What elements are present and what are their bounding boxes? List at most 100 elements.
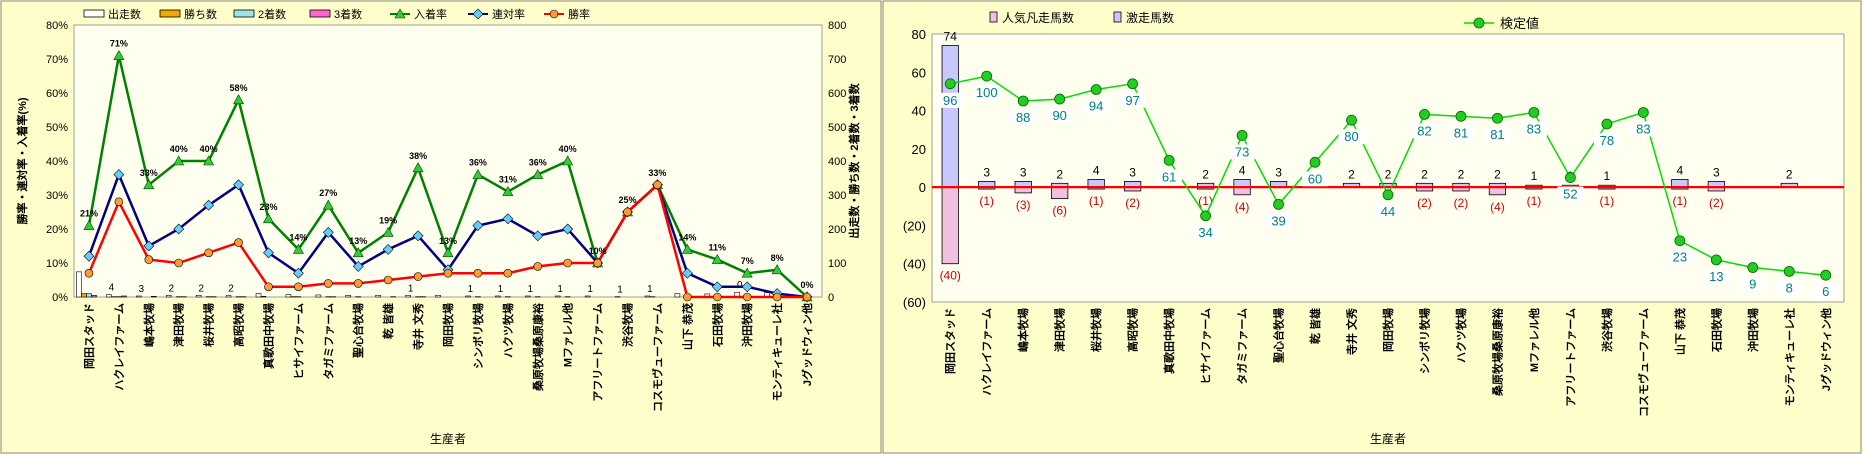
- down-count-label: (2): [1417, 196, 1432, 210]
- point-検定値: [1637, 107, 1649, 118]
- point-検定値: [1090, 84, 1102, 95]
- value-label: 61: [1162, 169, 1176, 184]
- value-label: 9: [1749, 277, 1756, 292]
- category-label: 渋谷牧場: [621, 303, 635, 347]
- point-連対率: [352, 260, 364, 272]
- point-連対率: [292, 267, 304, 279]
- point-勝率: [144, 255, 154, 264]
- up-count-label: 2: [1056, 167, 1063, 181]
- category-label: モンティキューレ社: [770, 303, 784, 401]
- point-連対率: [562, 223, 574, 235]
- rate-label: 7%: [741, 256, 754, 266]
- point-検定値: [1346, 114, 1357, 126]
- value-label-bg: [1520, 121, 1547, 137]
- point-入着率: [382, 226, 394, 237]
- category-label: 岡田牧場: [441, 303, 455, 347]
- category-label: コスモヴューファーム: [1636, 308, 1650, 417]
- category-label: Mファレル他: [561, 303, 575, 367]
- value-label-bg: [1156, 169, 1183, 185]
- value-label: 96: [943, 93, 957, 108]
- point-勝率: [204, 248, 213, 258]
- category-label: 乾 皆雄: [1308, 308, 1322, 344]
- value-label: 39: [1271, 213, 1285, 228]
- point-入着率: [352, 247, 364, 258]
- point-連対率: [233, 179, 244, 191]
- bar-出走数: [405, 294, 411, 298]
- y-left-tick: 0%: [52, 292, 68, 304]
- legend-label: 入着率: [414, 7, 447, 21]
- y-right-tick: 100: [828, 258, 846, 270]
- point-検定値: [1127, 78, 1139, 90]
- x-axis-label: 生産者: [1370, 431, 1406, 446]
- category-label: 乾 皆雄: [381, 303, 395, 339]
- value-label-bg: [937, 92, 964, 108]
- point-連対率: [532, 230, 544, 242]
- chart-border: [882, 0, 1862, 454]
- value-label-bg: [1666, 249, 1693, 265]
- down-count-label: (3): [1016, 198, 1031, 212]
- value-label-bg: [1338, 129, 1365, 145]
- category-label: 高昭牧場: [232, 303, 246, 347]
- y-right-tick: 600: [828, 88, 846, 100]
- value-label-bg: [1265, 213, 1292, 229]
- up-count-label: 1: [1604, 169, 1611, 183]
- bar-出走数: [345, 294, 352, 298]
- rate-label: 14%: [289, 232, 307, 242]
- point-入着率: [472, 168, 484, 179]
- rate-label: 38%: [409, 151, 427, 161]
- count-label: 1: [617, 285, 623, 296]
- up-count-label: 1: [1531, 169, 1538, 183]
- count-label: 1: [557, 284, 563, 295]
- rate-label: 40%: [559, 144, 577, 154]
- chart-border: [0, 0, 882, 454]
- down-count-label: (6): [1052, 204, 1067, 218]
- point-勝率: [742, 292, 752, 302]
- value-label-bg: [1484, 127, 1511, 143]
- bar-出走数: [435, 294, 441, 298]
- legend-label: 検定値: [1500, 16, 1539, 31]
- category-label: タガミファーム: [321, 303, 335, 380]
- count-label: 1: [647, 284, 653, 295]
- count-label: 1: [498, 284, 504, 295]
- category-label: 山下 恭茂: [1673, 308, 1687, 355]
- point-入着率: [741, 267, 753, 278]
- point-勝率: [234, 238, 243, 247]
- point-連対率: [322, 226, 334, 238]
- bar-3着数: [91, 294, 97, 298]
- value-label-bg: [1083, 98, 1110, 114]
- point-連対率: [711, 281, 723, 293]
- value-label: 44: [1381, 204, 1395, 219]
- down-count-label: (2): [1454, 196, 1469, 210]
- bar-出走数: [165, 294, 172, 298]
- category-label: モンティキューレ社: [1782, 308, 1796, 406]
- bar-人気凡走馬数: [1488, 186, 1507, 196]
- category-label: ヒサイファーム: [292, 303, 305, 380]
- up-count-label: 3: [1129, 165, 1136, 179]
- legend-swatch: [309, 9, 331, 18]
- category-label: 岡田スタッド: [944, 308, 957, 374]
- category-label: Jグッドウィン他: [800, 303, 814, 386]
- category-label: 渋谷牧場: [1600, 308, 1614, 352]
- point-勝率: [294, 282, 303, 292]
- bar-3着数: [121, 295, 127, 298]
- category-label: ハクツ牧場: [501, 303, 515, 358]
- category-label: 聖心台牧場: [351, 303, 365, 358]
- point-連対率: [502, 213, 514, 225]
- point-勝率: [683, 292, 692, 302]
- point-入着率: [771, 264, 783, 275]
- value-label-bg: [1739, 276, 1766, 292]
- rate-label: 71%: [110, 39, 128, 49]
- bar-出走数: [495, 295, 501, 298]
- y-left-tick: 70%: [46, 54, 68, 66]
- point-勝率: [84, 268, 94, 278]
- value-label: 23: [1673, 250, 1687, 265]
- value-label: 90: [1052, 108, 1066, 123]
- category-label: Mファレル他: [1527, 308, 1541, 372]
- legend-swatch: [83, 9, 105, 18]
- point-入着率: [143, 179, 155, 190]
- count-label: 2: [228, 284, 234, 295]
- category-label: 桜井牧場: [1089, 308, 1103, 352]
- rate-label: 11%: [709, 243, 727, 253]
- up-count-label: 74: [944, 29, 958, 43]
- up-count-label: 2: [1458, 167, 1465, 181]
